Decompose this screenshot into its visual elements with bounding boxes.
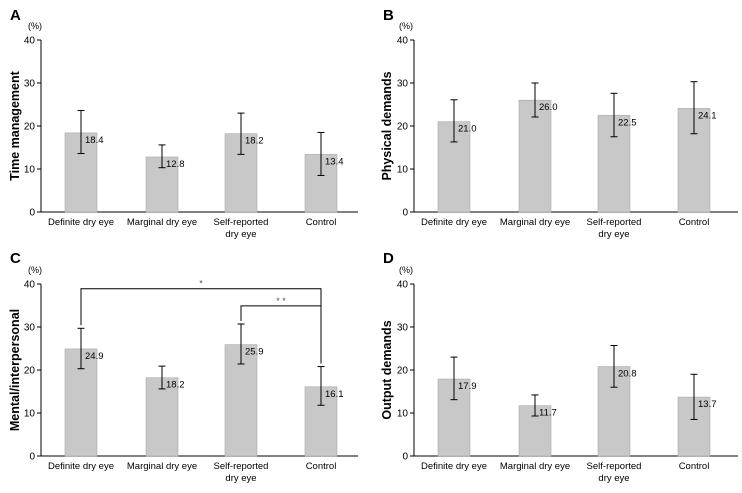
y-tick-label: 40	[397, 36, 409, 47]
x-category-label: Marginal dry eye	[500, 461, 570, 472]
data-label: 16.1	[325, 389, 344, 400]
x-category-label: Definite dry eye	[421, 217, 487, 228]
y-tick-label: 30	[397, 323, 409, 334]
x-category-label: dry eye	[225, 229, 256, 240]
panel-letter-d: D	[383, 250, 394, 267]
y-tick-label: 30	[397, 79, 409, 90]
x-category-label: Self-reported	[587, 217, 642, 228]
data-label: 18.2	[166, 380, 185, 391]
y-tick-label: 30	[24, 323, 36, 334]
x-category-label: Control	[306, 217, 337, 228]
y-unit-label: (%)	[399, 265, 413, 275]
y-axis-title: Mental/interpersonal	[8, 309, 22, 431]
y-unit-label: (%)	[28, 265, 42, 275]
y-tick-label: 10	[24, 409, 36, 420]
x-category-label: Marginal dry eye	[127, 461, 197, 472]
data-label: 12.8	[166, 159, 185, 170]
significance-marker: * *	[276, 296, 286, 306]
y-tick-label: 0	[402, 452, 408, 463]
x-category-label: Definite dry eye	[421, 461, 487, 472]
y-tick-label: 10	[24, 165, 36, 176]
y-axis-title: Physical demands	[380, 71, 394, 180]
y-tick-label: 40	[24, 280, 36, 291]
y-tick-label: 0	[29, 452, 35, 463]
bar	[145, 377, 179, 457]
y-tick-label: 20	[397, 122, 409, 133]
x-category-label: dry eye	[598, 229, 629, 240]
data-label: 22.5	[618, 117, 637, 128]
y-unit-label: (%)	[399, 21, 413, 31]
y-tick-label: 20	[397, 366, 409, 377]
x-category-label: dry eye	[225, 473, 256, 484]
panel-letter-b: B	[383, 7, 394, 24]
x-category-label: Self-reported	[214, 461, 269, 472]
significance-marker: *	[199, 279, 203, 289]
significance-bracket	[240, 305, 322, 364]
data-label: 25.9	[245, 347, 264, 358]
x-category-label: Definite dry eye	[48, 217, 114, 228]
y-tick-label: 0	[402, 208, 408, 219]
bar	[518, 99, 552, 213]
x-category-label: Control	[679, 217, 710, 228]
data-label: 13.4	[325, 156, 344, 167]
data-label: 18.4	[85, 135, 104, 146]
y-tick-label: 0	[29, 208, 35, 219]
y-tick-label: 20	[24, 122, 36, 133]
y-tick-label: 40	[24, 36, 36, 47]
y-axis-title: Output demands	[380, 320, 394, 419]
y-unit-label: (%)	[28, 21, 42, 31]
y-tick-label: 30	[24, 79, 36, 90]
data-label: 17.9	[458, 381, 477, 392]
y-tick-label: 10	[397, 409, 409, 420]
panel-letter-a: A	[10, 7, 21, 24]
x-category-label: Definite dry eye	[48, 461, 114, 472]
data-label: 24.1	[698, 110, 717, 121]
data-label: 11.7	[539, 408, 557, 419]
x-category-label: Control	[306, 461, 337, 472]
panel-letter-c: C	[10, 250, 21, 267]
data-label: 18.2	[245, 136, 264, 147]
x-category-label: Self-reported	[214, 217, 269, 228]
x-category-label: dry eye	[598, 473, 629, 484]
data-label: 21.0	[458, 124, 477, 135]
x-category-label: Control	[679, 461, 710, 472]
y-axis-title: Time management	[8, 70, 22, 180]
y-tick-label: 40	[397, 280, 409, 291]
x-category-label: Marginal dry eye	[127, 217, 197, 228]
data-label: 24.9	[85, 351, 104, 362]
x-category-label: Marginal dry eye	[500, 217, 570, 228]
data-label: 20.8	[618, 369, 637, 380]
y-tick-label: 10	[397, 165, 409, 176]
x-category-label: Self-reported	[587, 461, 642, 472]
y-tick-label: 20	[24, 366, 36, 377]
data-label: 26.0	[539, 102, 558, 113]
data-label: 13.7	[698, 399, 717, 410]
